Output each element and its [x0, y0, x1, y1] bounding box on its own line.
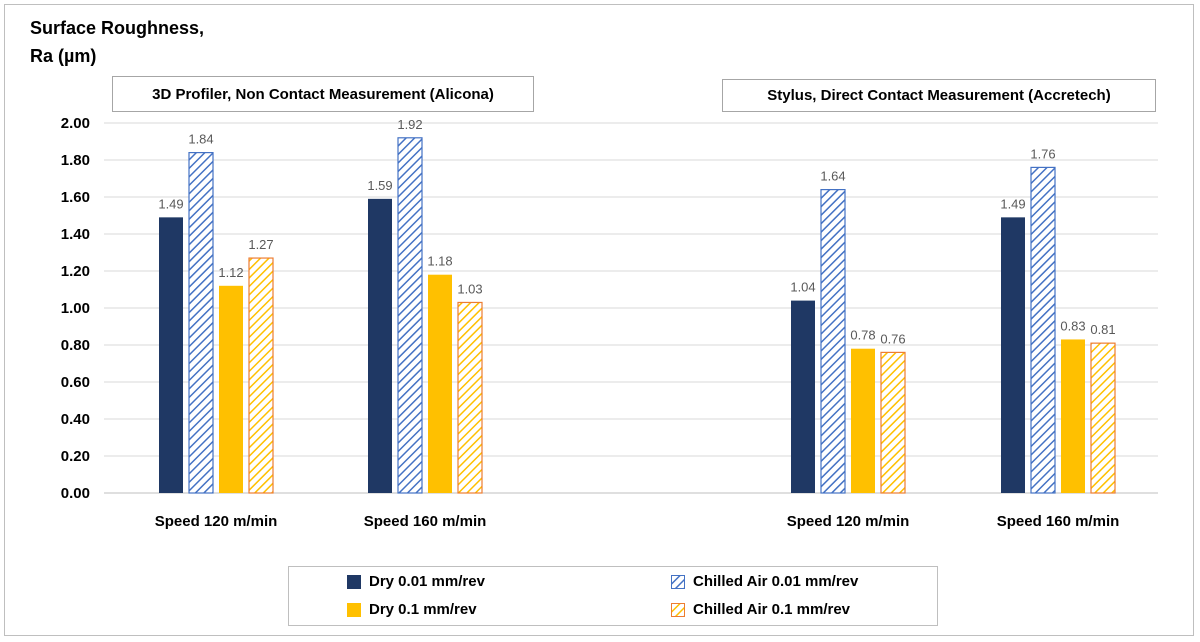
gridlines	[104, 122, 1158, 494]
y-tick-label: 0.20	[61, 448, 90, 465]
legend-item-dry-01: Dry 0.1 mm/rev	[347, 601, 477, 618]
category-label-4: Speed 160 m/min	[997, 513, 1120, 530]
category-label-3: Speed 120 m/min	[787, 513, 910, 530]
bar-series-2-group-3	[820, 189, 846, 494]
data-label-series-1-group-4: 1.49	[1000, 196, 1025, 211]
bar-series-3-group-2	[428, 274, 452, 493]
y-tick-label: 1.80	[61, 152, 90, 169]
legend-label-chilled-001: Chilled Air 0.01 mm/rev	[693, 573, 859, 590]
data-label-series-3-group-1: 1.12	[218, 265, 243, 280]
data-labels: 1.49 1.59 1.04 1.49 1.84 1.92 1.64 1.76 1.12 1.18…	[158, 117, 1115, 347]
legend-swatch-dry-001	[347, 574, 361, 589]
bar-series-2-group-1	[188, 152, 214, 494]
bar-series-4-group-2	[457, 301, 483, 494]
data-label-series-2-group-1: 1.84	[188, 132, 213, 147]
bar-series-2-group-2	[397, 137, 423, 494]
legend-item-chilled-001: Chilled Air 0.01 mm/rev	[671, 573, 858, 590]
bar-series-1-group-2	[368, 198, 392, 493]
legend-item-chilled-01: Chilled Air 0.1 mm/rev	[671, 601, 850, 618]
data-label-series-4-group-1: 1.27	[248, 237, 273, 252]
category-labels: Speed 120 m/min Speed 160 m/min Speed 120 …	[155, 513, 1120, 530]
panel-title-right: Stylus, Direct Contact Measurement (Accr…	[722, 79, 1156, 112]
y-tick-label: 1.20	[61, 263, 90, 280]
y-tick-label: 0.60	[61, 374, 90, 391]
category-label-2: Speed 160 m/min	[364, 513, 487, 530]
y-tick-label: 0.80	[61, 337, 90, 354]
bar-series-1-group-1	[159, 217, 183, 493]
bar-series-4-group-3	[880, 351, 906, 494]
data-label-series-3-group-2: 1.18	[427, 254, 452, 269]
bar-series-1-group-4	[1001, 217, 1025, 493]
legend: Dry 0.01 mm/rev Chilled Air 0.01 mm/rev …	[288, 566, 938, 626]
bar-series-3-group-3	[851, 348, 875, 493]
data-label-series-4-group-4: 0.81	[1090, 322, 1115, 337]
bar-series-4-group-4	[1090, 342, 1116, 494]
bar-series-4-group-1	[248, 257, 274, 494]
y-tick-label: 1.60	[61, 189, 90, 206]
y-axis-label-line-2: Ra (µm)	[30, 46, 96, 66]
y-tick-label: 1.40	[61, 226, 90, 243]
bar-series-3-group-4	[1061, 339, 1085, 493]
category-label-1: Speed 120 m/min	[155, 513, 278, 530]
legend-label-chilled-01: Chilled Air 0.1 mm/rev	[693, 601, 851, 618]
data-label-series-4-group-3: 0.76	[880, 331, 905, 346]
legend-swatch-chilled-01	[671, 602, 685, 617]
legend-swatch-chilled-001	[671, 574, 685, 589]
y-tick-label: 2.00	[61, 115, 90, 132]
y-tick-label: 0.40	[61, 411, 90, 428]
bar-series-3-group-1	[219, 285, 243, 493]
data-label-series-2-group-2: 1.92	[397, 117, 422, 132]
data-label-series-2-group-3: 1.64	[820, 169, 845, 184]
data-label-series-4-group-2: 1.03	[457, 281, 482, 296]
y-axis-label-line-1: Surface Roughness,	[30, 18, 204, 38]
bar-series-2-group-4	[1030, 166, 1056, 494]
data-label-series-3-group-3: 0.78	[850, 328, 875, 343]
legend-swatch-dry-01	[347, 602, 361, 617]
legend-item-dry-001: Dry 0.01 mm/rev	[347, 573, 485, 590]
panel-title-left: 3D Profiler, Non Contact Measurement (Al…	[112, 76, 534, 112]
legend-label-dry-001: Dry 0.01 mm/rev	[369, 573, 485, 590]
data-label-series-3-group-4: 0.83	[1060, 318, 1085, 333]
data-label-series-1-group-1: 1.49	[158, 196, 183, 211]
legend-label-dry-01: Dry 0.1 mm/rev	[369, 601, 477, 618]
data-label-series-1-group-3: 1.04	[790, 280, 815, 295]
bars	[159, 137, 1116, 494]
data-label-series-1-group-2: 1.59	[367, 178, 392, 193]
y-tick-label: 1.00	[61, 300, 90, 317]
data-label-series-2-group-4: 1.76	[1030, 146, 1055, 161]
bar-series-1-group-3	[791, 300, 815, 493]
y-axis-ticks: 0.00 0.20 0.40 0.60 0.80 1.00 1.20 1.40 1.60 1.80…	[61, 115, 90, 502]
y-tick-label: 0.00	[61, 485, 90, 502]
